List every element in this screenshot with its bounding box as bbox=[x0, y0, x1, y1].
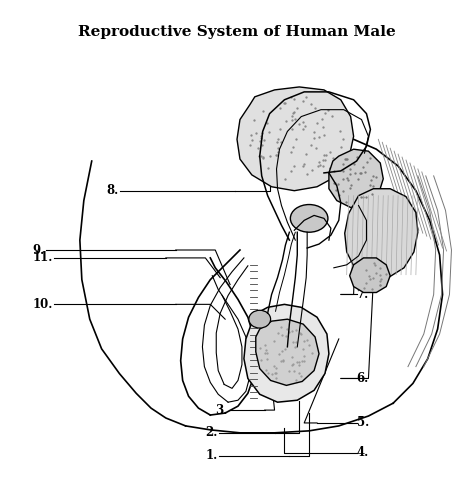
Text: 7.: 7. bbox=[356, 288, 369, 301]
Polygon shape bbox=[237, 87, 354, 190]
Ellipse shape bbox=[249, 310, 271, 328]
Text: 4.: 4. bbox=[356, 446, 369, 459]
Text: 8.: 8. bbox=[107, 184, 119, 197]
Polygon shape bbox=[345, 188, 418, 278]
Text: 3.: 3. bbox=[215, 404, 228, 416]
Text: 11.: 11. bbox=[32, 252, 53, 264]
Polygon shape bbox=[350, 258, 390, 292]
Text: Reproductive System of Human Male: Reproductive System of Human Male bbox=[78, 24, 396, 38]
Text: 5.: 5. bbox=[356, 416, 369, 430]
Text: 9.: 9. bbox=[32, 244, 45, 256]
Polygon shape bbox=[244, 304, 329, 402]
Polygon shape bbox=[329, 149, 383, 208]
Text: 10.: 10. bbox=[32, 298, 53, 311]
Text: 6.: 6. bbox=[356, 372, 369, 385]
Ellipse shape bbox=[291, 204, 328, 232]
Polygon shape bbox=[256, 319, 319, 386]
Text: 1.: 1. bbox=[205, 449, 218, 462]
Text: 2.: 2. bbox=[205, 426, 218, 440]
